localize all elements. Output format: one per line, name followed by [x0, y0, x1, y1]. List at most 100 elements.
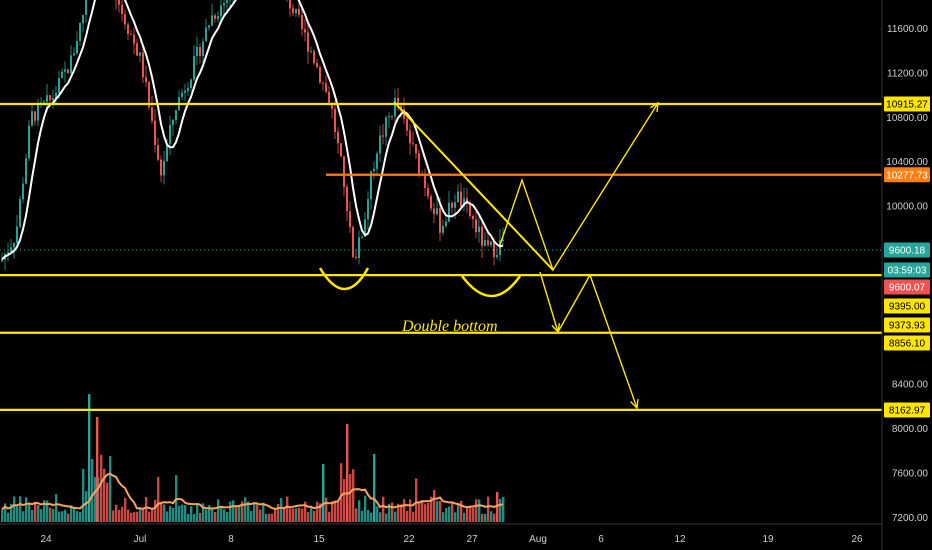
candle-body [67, 69, 69, 74]
candle-body [463, 198, 465, 207]
volume-bar [370, 512, 373, 522]
volume-bar [16, 506, 19, 522]
candle-body [163, 160, 165, 176]
candle-body [304, 29, 306, 33]
price-tick-label: 10000.00 [886, 202, 928, 213]
volume-bar [421, 500, 424, 522]
volume-bar [301, 508, 304, 522]
candle-body [205, 27, 207, 42]
price-badge [884, 262, 930, 278]
candle-body [121, 4, 123, 15]
volume-bar [376, 506, 379, 522]
candle-body [361, 236, 363, 238]
volume-bar [70, 505, 73, 522]
bearish-projection-arrow[interactable] [557, 273, 638, 409]
volume-bar [199, 512, 202, 522]
volume-bar [388, 503, 391, 522]
bottom-arc-right[interactable] [461, 275, 522, 298]
candle-body [61, 71, 63, 78]
candle-body [76, 40, 78, 54]
candle-body [22, 183, 24, 200]
price-badge-label: 9600.07 [889, 283, 926, 294]
price-badge [884, 167, 930, 183]
price-badge-label: 8162.97 [889, 406, 926, 417]
volume-bar [76, 511, 79, 522]
volume-bar [211, 507, 214, 522]
volume-bar [178, 505, 181, 522]
candle-body [307, 32, 309, 52]
volume-bar [22, 511, 25, 522]
candle-body [49, 95, 51, 101]
volume-bar [136, 511, 139, 522]
volume-bar [238, 506, 241, 522]
volume-bar [394, 511, 397, 522]
candle-body [19, 199, 21, 227]
candle-body [148, 82, 150, 108]
candle-body [181, 92, 183, 98]
volume-bar [64, 509, 67, 522]
candle-body [427, 188, 429, 197]
volume-bar [481, 513, 484, 522]
candle-body [445, 221, 447, 227]
candle-body [451, 202, 453, 208]
candle-body [346, 186, 348, 212]
candle-body [151, 107, 153, 121]
price-badge [884, 402, 930, 418]
volume-bar [316, 501, 319, 522]
retest-arrow[interactable] [539, 271, 559, 333]
time-axis[interactable]: 24 Jul 8 15 22 27 Aug 6 12 19 26 [40, 534, 863, 545]
candle-body [415, 144, 417, 154]
volume-bar [103, 468, 106, 522]
candle-body [130, 34, 132, 36]
volume-bar [418, 502, 421, 522]
bottom-arc-left[interactable] [318, 267, 370, 290]
time-tick-label: 19 [762, 534, 774, 545]
volume-bar [166, 511, 169, 522]
candle-body [412, 143, 414, 145]
horizontal-levels [0, 102, 882, 411]
candle-body [448, 202, 450, 222]
volume-bar [7, 512, 10, 522]
volume-bar [295, 508, 298, 522]
candle-body [367, 199, 369, 220]
candle-body [175, 110, 177, 121]
volume-bar [88, 394, 91, 522]
volume-bar [91, 458, 94, 522]
volume-bar [193, 513, 196, 522]
volume-bar [13, 496, 16, 522]
candle-body [118, 0, 120, 5]
volume-bar [202, 503, 205, 522]
volume-bar [184, 505, 187, 522]
volume-bar [130, 512, 133, 522]
time-tick-label: 27 [466, 534, 478, 545]
volume-bar [457, 503, 460, 522]
volume-bar [409, 499, 412, 522]
candle-body [28, 125, 30, 159]
candle-body [127, 24, 129, 35]
candle-body [352, 227, 354, 257]
candle-body [79, 23, 81, 41]
candle-body [169, 124, 171, 144]
candle-body [37, 102, 39, 121]
bullish-projection-arrow[interactable] [499, 102, 659, 272]
price-axis[interactable]: 11600.00 11200.00 10800.00 10400.00 10000.00… [886, 24, 928, 524]
volume-bar [100, 454, 103, 522]
volume-bar [49, 507, 52, 522]
volume-bar [52, 508, 55, 522]
volume-bar [205, 509, 208, 522]
volume-bar [262, 502, 265, 522]
candle-body [364, 219, 366, 237]
volume-bar [466, 507, 469, 522]
volume-bar [442, 512, 445, 522]
candle-body [469, 203, 471, 216]
candle-body [475, 219, 477, 233]
candle-body [478, 226, 480, 233]
candle-body [58, 77, 60, 93]
candle-body [373, 168, 375, 172]
descending-trendline[interactable] [393, 101, 554, 271]
candle-body [406, 118, 408, 131]
volume-bar [451, 502, 454, 522]
volume-bar [37, 505, 40, 522]
volume-bar [148, 511, 151, 522]
